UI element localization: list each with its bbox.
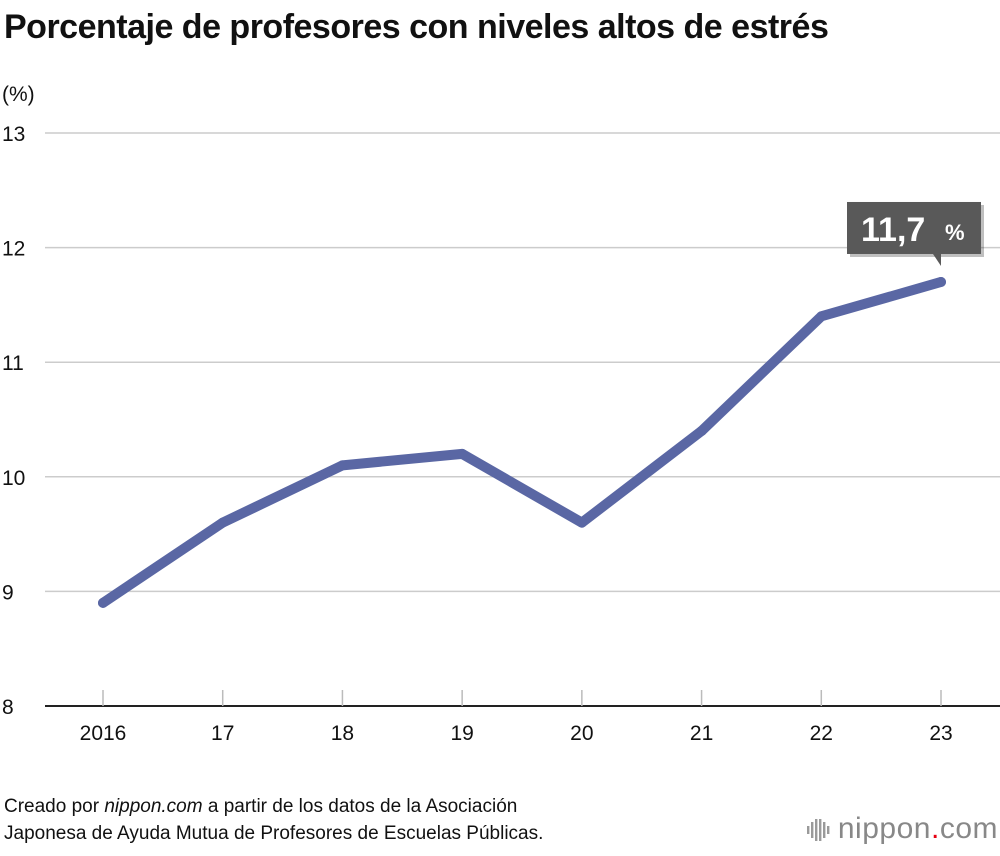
brand-dot: . <box>930 812 940 845</box>
series-group <box>98 276 946 608</box>
y-axis-unit-label: (%) <box>2 83 35 106</box>
y-tick-label: 10 <box>2 467 25 490</box>
source-line2: Japonesa de Ayuda Mutua de Profesores de… <box>4 823 544 844</box>
data-point <box>457 448 468 459</box>
source-line1-rest: a partir de los datos de la Asociación <box>202 796 518 817</box>
data-point <box>337 460 348 471</box>
data-point <box>98 597 108 608</box>
x-tick-label: 20 <box>570 722 593 745</box>
callout-box <box>847 201 981 254</box>
y-tick-label: 9 <box>2 581 14 604</box>
gridlines <box>45 132 1000 707</box>
x-tick-label: 2016 <box>80 722 127 745</box>
brand-tld: com <box>939 812 998 845</box>
x-tick-label: 19 <box>450 722 473 745</box>
series-line <box>98 276 946 608</box>
y-tick-label: 8 <box>2 696 14 719</box>
callout-unit: % <box>945 220 965 245</box>
x-tick-label: 18 <box>331 722 354 745</box>
line-chart: (%) 8 9 10 11 12 13 2016 17 18 19 20 21 22 23 11,7% <box>2 83 1000 745</box>
brand-mark-icon <box>806 819 830 842</box>
source-site: nippon.com <box>104 796 203 817</box>
y-tick-label: 13 <box>2 123 25 146</box>
data-point <box>936 276 946 287</box>
callout-pointer <box>933 253 941 266</box>
data-point <box>696 425 707 436</box>
nippon-logo: nippon.com <box>806 812 998 846</box>
y-axis-ticks: 8 9 10 11 12 13 <box>2 123 25 719</box>
source-prefix: Creado por <box>4 796 105 817</box>
callout-value: 11,7 <box>861 211 925 249</box>
y-tick-label: 11 <box>2 352 24 375</box>
source-note: Creado por nippon.com a partir de los da… <box>4 793 543 847</box>
x-tick-label: 21 <box>690 722 713 745</box>
data-point <box>816 311 827 322</box>
x-tick-label: 23 <box>929 722 952 745</box>
y-tick-label: 12 <box>2 238 25 261</box>
brand-name: nippon <box>837 812 931 845</box>
x-axis-ticks: 2016 17 18 19 20 21 22 23 <box>80 690 953 745</box>
value-callout: 11,7% <box>847 201 984 266</box>
x-tick-label: 22 <box>810 722 833 745</box>
data-point <box>217 517 228 528</box>
chart-title: Porcentaje de profesores con niveles alt… <box>4 8 829 46</box>
data-point <box>576 517 587 528</box>
x-tick-label: 17 <box>211 722 234 745</box>
